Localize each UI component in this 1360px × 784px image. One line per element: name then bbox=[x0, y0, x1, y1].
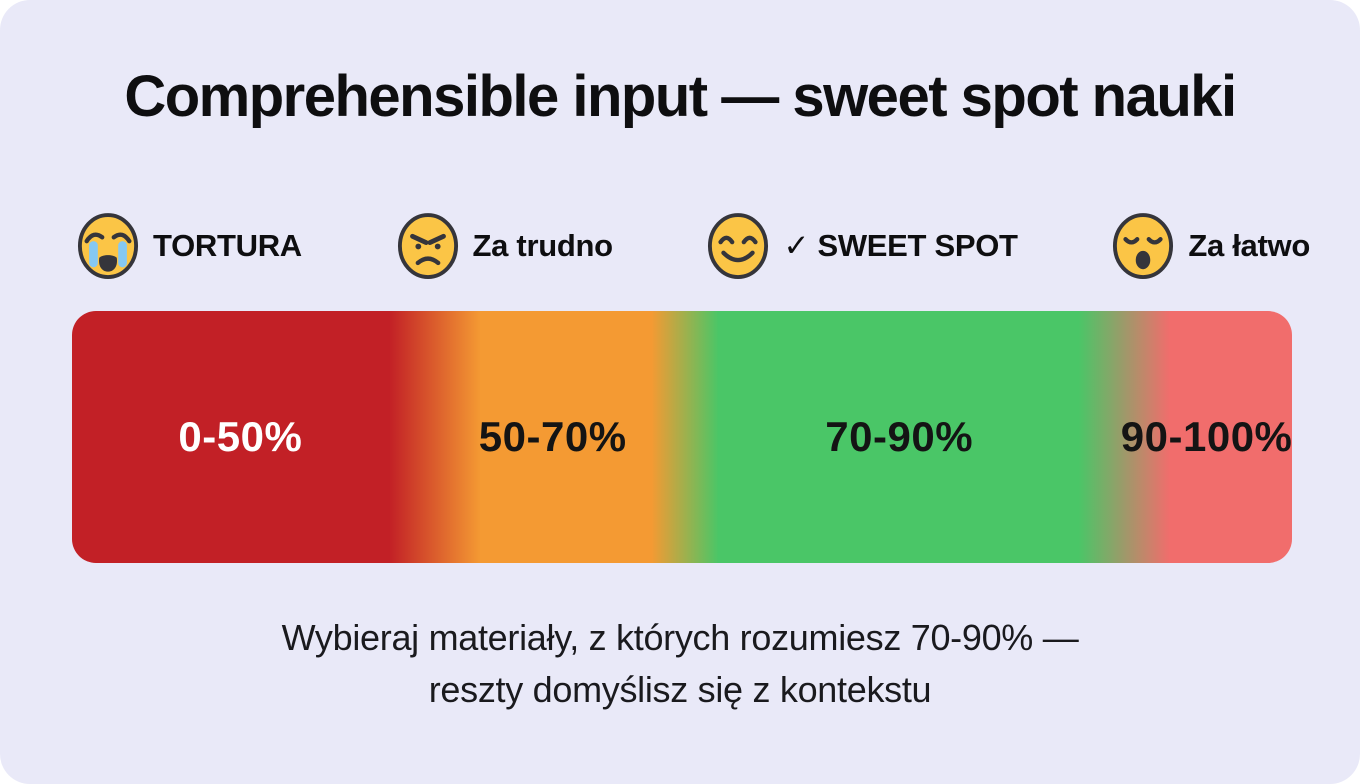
smiling-face-emoji-icon bbox=[708, 213, 769, 279]
legend-label-tortura: TORTURA bbox=[153, 228, 302, 263]
scale-range-label-0-50: 0-50% bbox=[178, 413, 303, 460]
legend-item-za-trudno: Za trudno bbox=[397, 212, 613, 280]
angry-face-emoji-icon bbox=[397, 213, 458, 279]
caption-line-1: Wybieraj materiały, z których rozumiesz … bbox=[281, 617, 1079, 658]
comprehension-scale-bar: 0-50% 50-70% 70-90% 90-100% bbox=[72, 311, 1292, 563]
legend-row: TORTURA Za trudno ✓ SWEET SPOT bbox=[77, 212, 1310, 280]
legend-label-za-latwo: Za łatwo bbox=[1188, 228, 1310, 263]
crying-face-emoji-icon bbox=[77, 213, 139, 279]
scale-range-label-50-70: 50-70% bbox=[478, 413, 627, 460]
legend-item-za-latwo: Za łatwo bbox=[1112, 212, 1310, 280]
scale-range-label-90-100: 90-100% bbox=[1120, 413, 1293, 460]
caption: Wybieraj materiały, z których rozumiesz … bbox=[0, 612, 1360, 716]
legend-item-tortura: TORTURA bbox=[77, 212, 302, 280]
legend-label-sweet-spot: ✓ SWEET SPOT bbox=[783, 228, 1018, 263]
page-title: Comprehensible input — sweet spot nauki bbox=[124, 64, 1237, 129]
scale-range-label-70-90: 70-90% bbox=[825, 413, 974, 460]
legend-item-sweet-spot: ✓ SWEET SPOT bbox=[707, 212, 1018, 280]
caption-line-2: reszty domyślisz się z kontekstu bbox=[428, 668, 932, 710]
sleepy-face-emoji-icon bbox=[1113, 213, 1174, 279]
legend-label-za-trudno: Za trudno bbox=[472, 228, 614, 263]
